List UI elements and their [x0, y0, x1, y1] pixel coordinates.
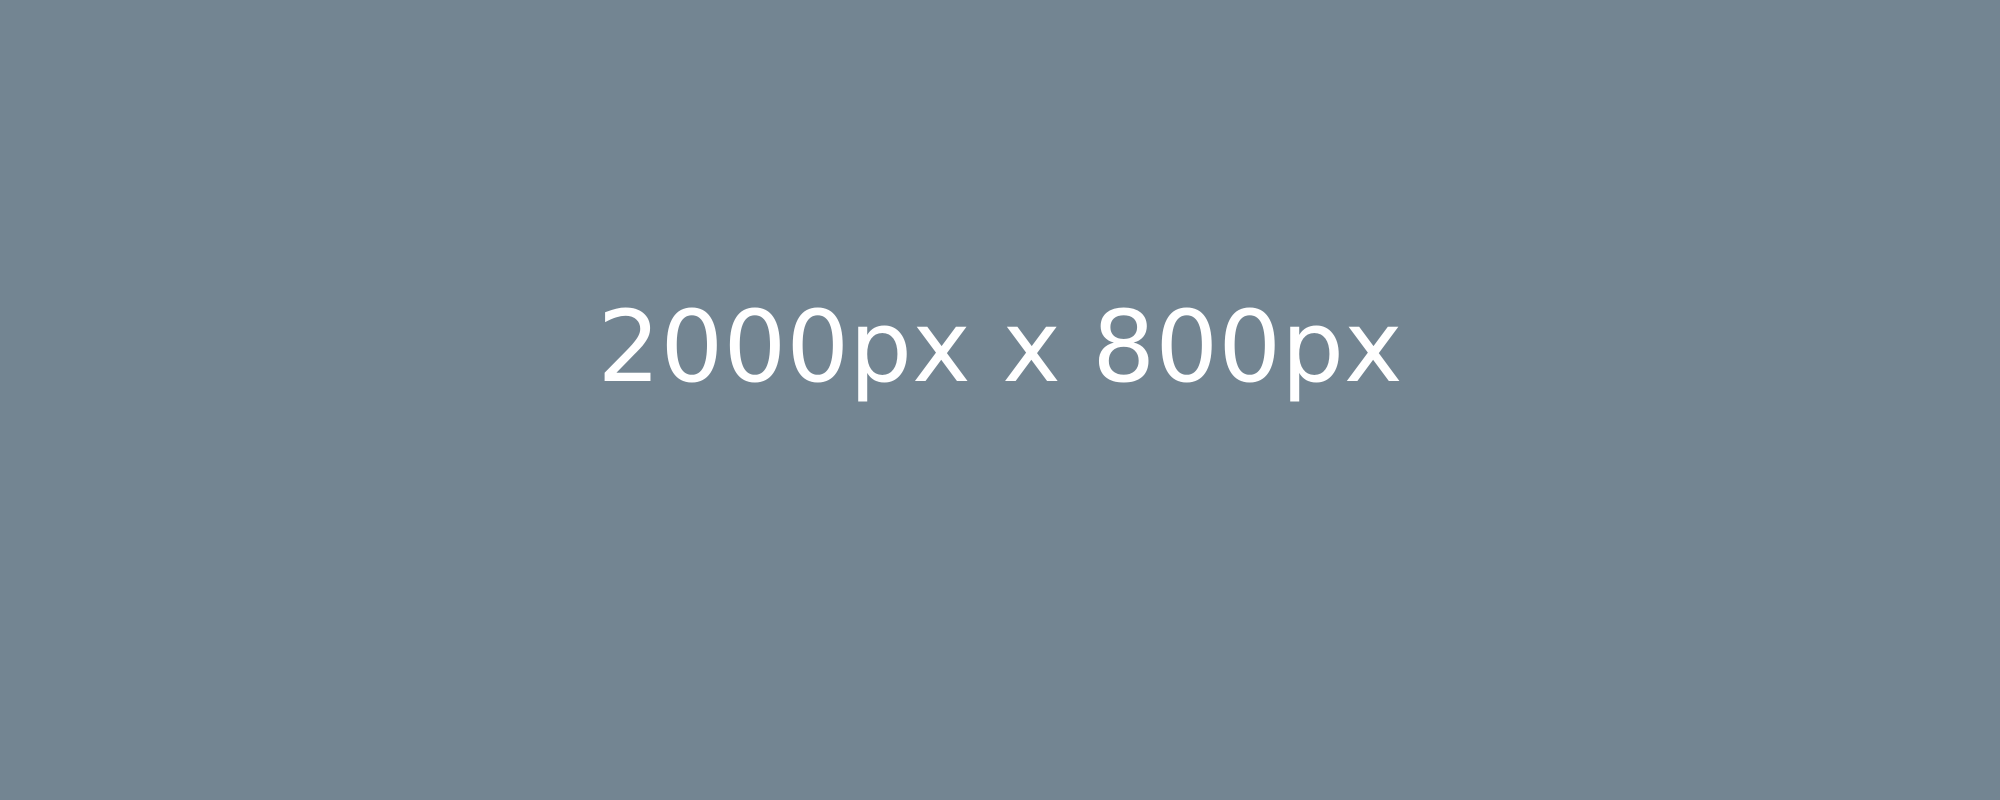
dimensions-label: 2000px x 800px — [597, 289, 1403, 405]
